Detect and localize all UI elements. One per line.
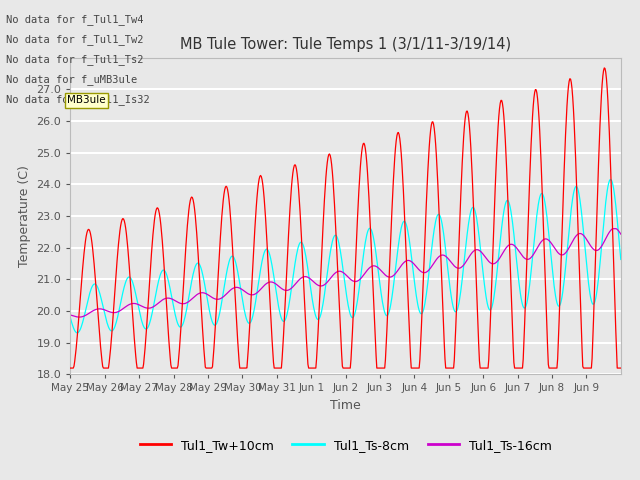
Text: MB3ule: MB3ule: [67, 95, 106, 105]
Text: No data for f_Tul1_Is32: No data for f_Tul1_Is32: [6, 94, 150, 105]
Text: No data for f_Tul1_Tw2: No data for f_Tul1_Tw2: [6, 34, 144, 45]
Text: No data for f_Tul1_Tw4: No data for f_Tul1_Tw4: [6, 13, 144, 24]
X-axis label: Time: Time: [330, 399, 361, 412]
Y-axis label: Temperature (C): Temperature (C): [18, 165, 31, 267]
Legend: Tul1_Tw+10cm, Tul1_Ts-8cm, Tul1_Ts-16cm: Tul1_Tw+10cm, Tul1_Ts-8cm, Tul1_Ts-16cm: [134, 434, 557, 457]
Title: MB Tule Tower: Tule Temps 1 (3/1/11-3/19/14): MB Tule Tower: Tule Temps 1 (3/1/11-3/19…: [180, 37, 511, 52]
Text: No data for f_Tul1_Ts2: No data for f_Tul1_Ts2: [6, 54, 144, 65]
Text: No data for f_uMB3ule: No data for f_uMB3ule: [6, 74, 138, 85]
